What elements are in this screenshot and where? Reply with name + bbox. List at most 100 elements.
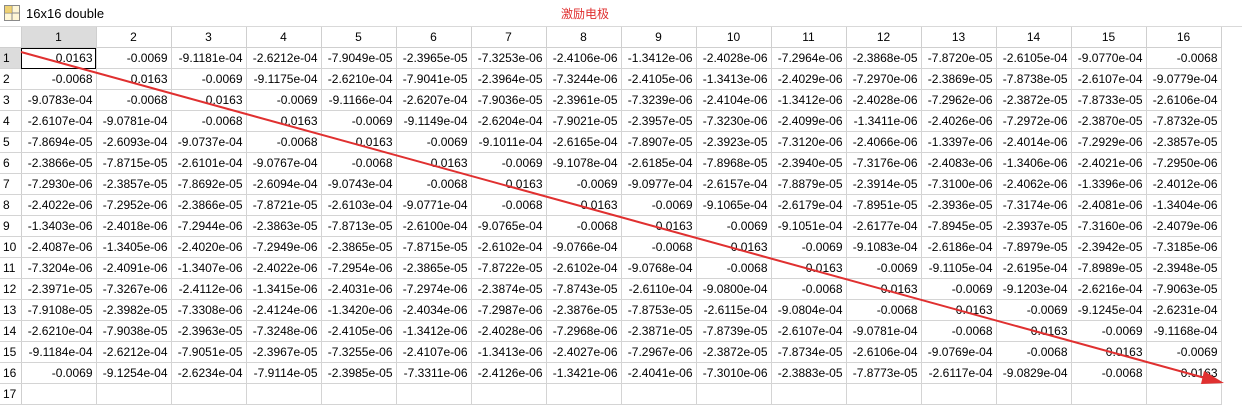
grid-cell[interactable]: [771, 383, 847, 405]
row-header-17[interactable]: 17: [0, 383, 22, 405]
grid-cell[interactable]: -7.8907e-05: [621, 131, 697, 153]
column-header-4[interactable]: 4: [246, 27, 322, 48]
grid-cell[interactable]: -7.2949e-06: [246, 236, 322, 258]
grid-cell[interactable]: -7.9036e-05: [471, 89, 547, 111]
grid-cell[interactable]: -2.4031e-06: [321, 278, 397, 300]
grid-cell[interactable]: -7.8968e-05: [696, 152, 772, 174]
grid-cell[interactable]: -2.3866e-05: [21, 152, 97, 174]
grid-cell[interactable]: -2.3876e-05: [546, 299, 622, 321]
grid-cell[interactable]: -7.8732e-05: [1146, 110, 1222, 132]
grid-cell[interactable]: -2.3883e-05: [771, 362, 847, 384]
grid-cell[interactable]: -2.4026e-06: [921, 110, 997, 132]
grid-cell[interactable]: -2.6216e-04: [1071, 278, 1147, 300]
grid-cell[interactable]: -7.3120e-06: [771, 131, 847, 153]
column-header-16[interactable]: 16: [1146, 27, 1222, 48]
grid-cell[interactable]: -7.3185e-06: [1146, 236, 1222, 258]
grid-cell[interactable]: -9.1175e-04: [246, 68, 322, 90]
row-header-10[interactable]: 10: [0, 236, 22, 258]
grid-cell[interactable]: -7.8773e-05: [846, 362, 922, 384]
grid-cell[interactable]: -9.1254e-04: [96, 362, 172, 384]
grid-cell[interactable]: [171, 383, 247, 405]
row-header-4[interactable]: 4: [0, 110, 22, 132]
grid-cell[interactable]: -7.9038e-05: [96, 320, 172, 342]
grid-cell[interactable]: -7.2929e-06: [1071, 131, 1147, 153]
column-header-12[interactable]: 12: [846, 27, 922, 48]
grid-cell[interactable]: -2.6179e-04: [771, 194, 847, 216]
grid-cell[interactable]: -2.4022e-06: [21, 194, 97, 216]
grid-cell[interactable]: -1.3413e-06: [696, 68, 772, 90]
row-header-1[interactable]: 1: [0, 47, 22, 69]
grid-cell[interactable]: -1.3397e-06: [921, 131, 997, 153]
row-header-2[interactable]: 2: [0, 68, 22, 90]
grid-cell[interactable]: -0.0068: [996, 341, 1072, 363]
grid-cell[interactable]: -9.0766e-04: [546, 236, 622, 258]
grid-cell[interactable]: 0.0163: [1146, 362, 1222, 384]
grid-cell[interactable]: -2.3923e-05: [696, 131, 772, 153]
grid-cell[interactable]: 0.0163: [996, 320, 1072, 342]
grid-cell[interactable]: -1.3412e-06: [771, 89, 847, 111]
grid-cell[interactable]: -7.3174e-06: [996, 194, 1072, 216]
row-header-9[interactable]: 9: [0, 215, 22, 237]
grid-cell[interactable]: -7.2950e-06: [1146, 152, 1222, 174]
grid-cell[interactable]: 0.0163: [546, 194, 622, 216]
grid-cell[interactable]: -7.2952e-06: [96, 194, 172, 216]
grid-cell[interactable]: [96, 383, 172, 405]
grid-cell[interactable]: -2.3940e-05: [771, 152, 847, 174]
grid-cell[interactable]: -9.1105e-04: [921, 257, 997, 279]
grid-cell[interactable]: -2.4124e-06: [246, 299, 322, 321]
grid-cell[interactable]: -2.6207e-04: [396, 89, 472, 111]
grid-cell[interactable]: -2.4041e-06: [621, 362, 697, 384]
grid-cell[interactable]: -2.6106e-04: [1146, 89, 1222, 111]
grid-cell[interactable]: -0.0068: [171, 110, 247, 132]
grid-cell[interactable]: -2.6093e-04: [96, 131, 172, 153]
column-header-15[interactable]: 15: [1071, 27, 1147, 48]
grid-cell[interactable]: -2.3942e-05: [1071, 236, 1147, 258]
grid-cell[interactable]: -0.0069: [96, 47, 172, 69]
column-header-11[interactable]: 11: [771, 27, 847, 48]
grid-cell[interactable]: -9.1083e-04: [846, 236, 922, 258]
grid-cell[interactable]: -9.1051e-04: [771, 215, 847, 237]
grid-cell[interactable]: -1.3403e-06: [21, 215, 97, 237]
grid-cell[interactable]: -7.2930e-06: [21, 173, 97, 195]
row-header-8[interactable]: 8: [0, 194, 22, 216]
grid-cell[interactable]: -2.3871e-05: [621, 320, 697, 342]
row-header-3[interactable]: 3: [0, 89, 22, 111]
column-header-14[interactable]: 14: [996, 27, 1072, 48]
grid-cell[interactable]: -7.8989e-05: [1071, 257, 1147, 279]
grid-cell[interactable]: -0.0069: [471, 152, 547, 174]
grid-cell[interactable]: -0.0069: [996, 299, 1072, 321]
grid-cell[interactable]: -2.3865e-05: [321, 236, 397, 258]
grid-cell[interactable]: -7.9108e-05: [21, 299, 97, 321]
grid-cell[interactable]: -7.9051e-05: [171, 341, 247, 363]
grid-cell[interactable]: -2.4104e-06: [696, 89, 772, 111]
grid-cell[interactable]: -2.4091e-06: [96, 257, 172, 279]
grid-cell[interactable]: -1.3411e-06: [846, 110, 922, 132]
grid-cell[interactable]: [246, 383, 322, 405]
grid-cell[interactable]: -7.8945e-05: [921, 215, 997, 237]
column-header-13[interactable]: 13: [921, 27, 997, 48]
grid-cell[interactable]: -2.4105e-06: [321, 320, 397, 342]
grid-cell[interactable]: -2.3982e-05: [96, 299, 172, 321]
grid-cell[interactable]: -9.1065e-04: [696, 194, 772, 216]
grid-cell[interactable]: -9.1011e-04: [471, 131, 547, 153]
grid-cell[interactable]: -2.3957e-05: [621, 110, 697, 132]
grid-cell[interactable]: -2.6101e-04: [171, 152, 247, 174]
grid-cell[interactable]: -2.4062e-06: [996, 173, 1072, 195]
grid-cell[interactable]: -9.1078e-04: [546, 152, 622, 174]
grid-cell[interactable]: -7.8692e-05: [171, 173, 247, 195]
grid-cell[interactable]: -0.0068: [471, 194, 547, 216]
grid-cell[interactable]: -9.0765e-04: [471, 215, 547, 237]
grid-cell[interactable]: -9.1168e-04: [1146, 320, 1222, 342]
grid-cell[interactable]: 0.0163: [246, 110, 322, 132]
grid-cell[interactable]: -0.0068: [696, 257, 772, 279]
grid-cell[interactable]: -2.3936e-05: [921, 194, 997, 216]
row-header-6[interactable]: 6: [0, 152, 22, 174]
row-header-11[interactable]: 11: [0, 257, 22, 279]
grid-cell[interactable]: -0.0069: [921, 278, 997, 300]
grid-cell[interactable]: -0.0069: [21, 362, 97, 384]
grid-cell[interactable]: -2.6094e-04: [246, 173, 322, 195]
grid-cell[interactable]: -7.3100e-06: [921, 173, 997, 195]
grid-cell[interactable]: -1.3407e-06: [171, 257, 247, 279]
grid-cell[interactable]: -2.3872e-05: [696, 341, 772, 363]
row-header-7[interactable]: 7: [0, 173, 22, 195]
